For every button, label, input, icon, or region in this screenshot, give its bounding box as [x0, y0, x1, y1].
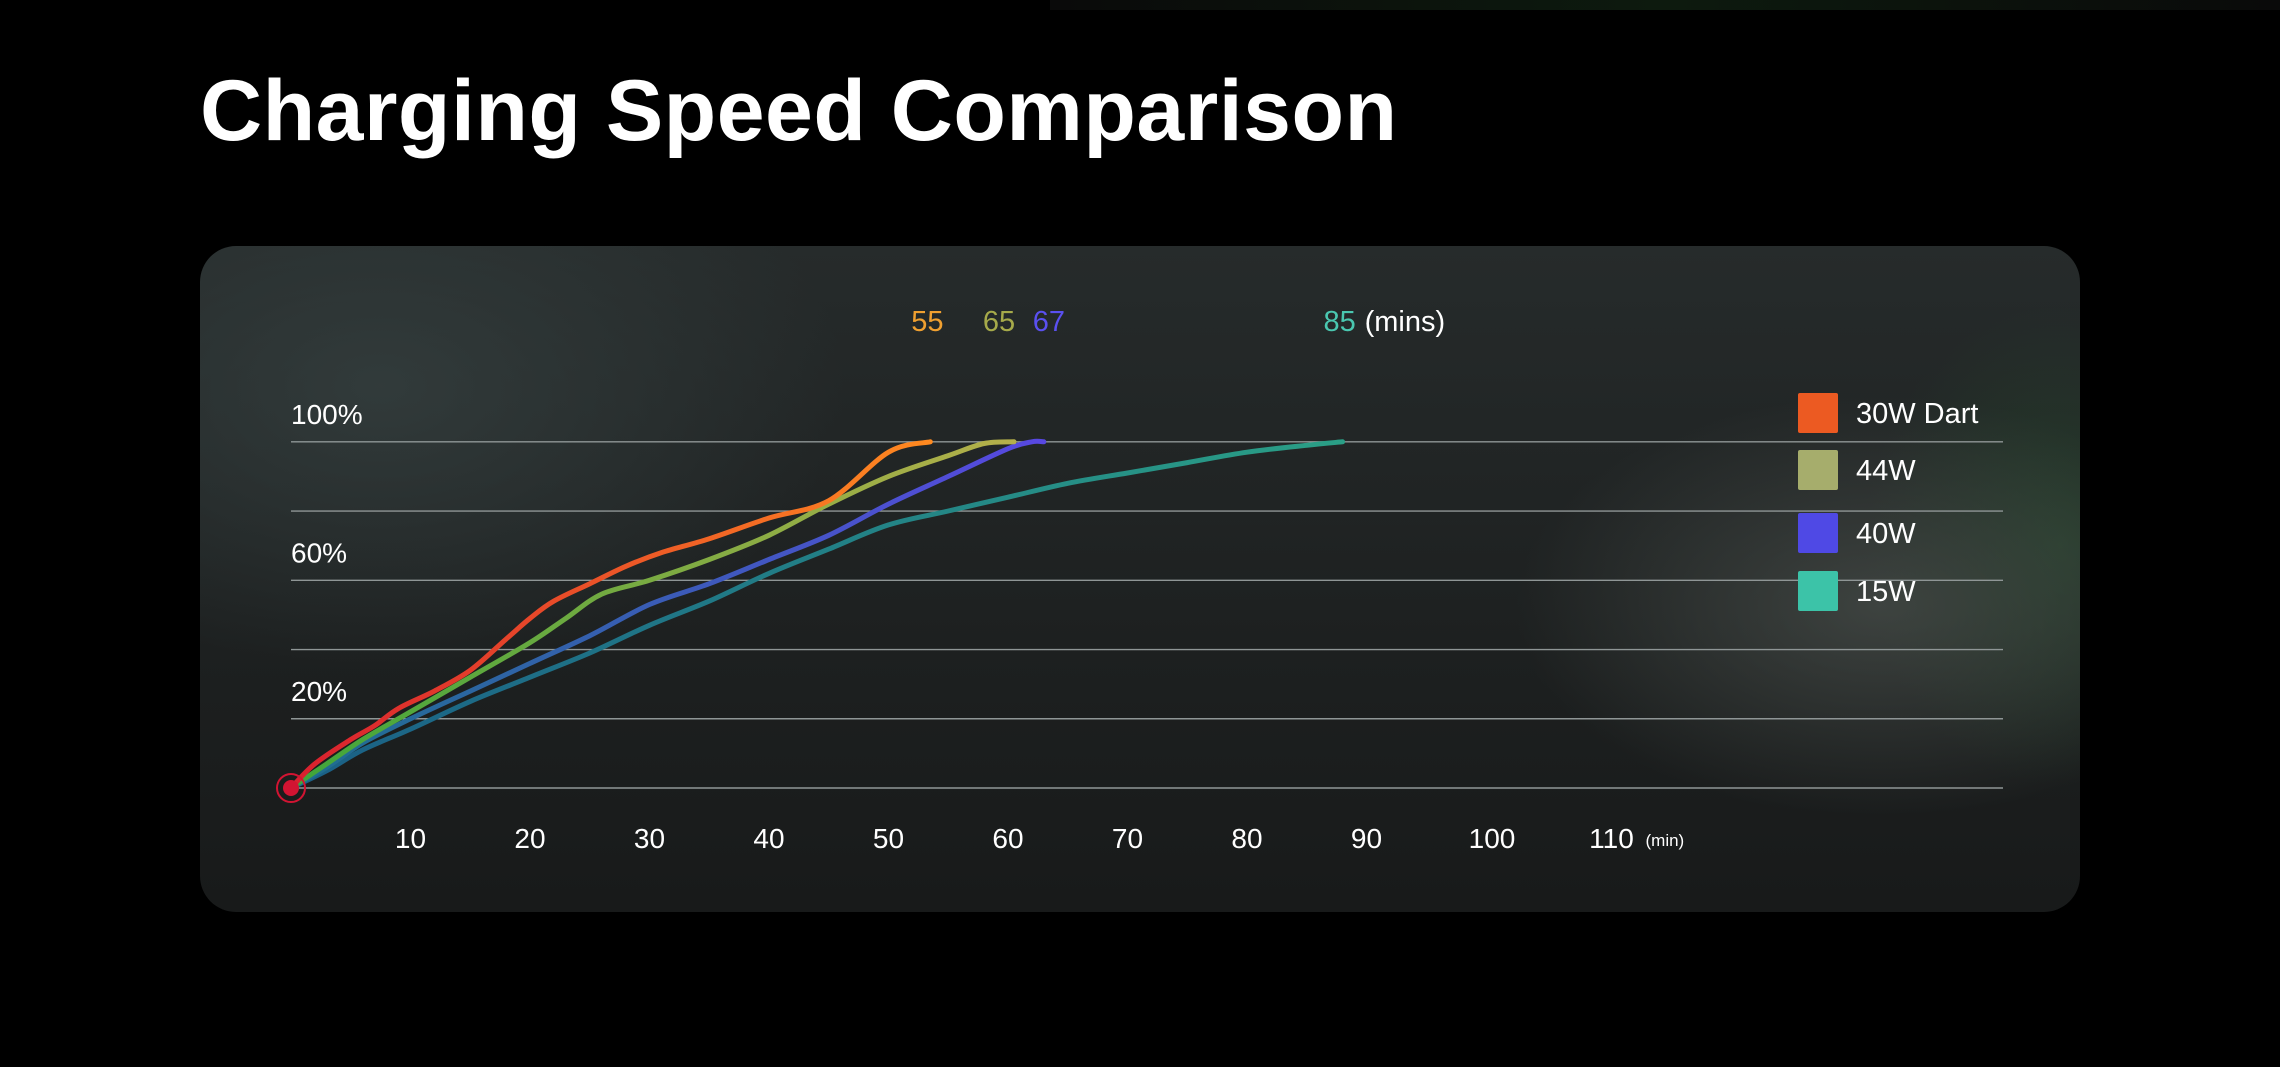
origin-dot: [283, 780, 299, 796]
legend-item: 44W: [1798, 450, 1916, 490]
series-line-15w: [288, 439, 1346, 791]
page-title: Charging Speed Comparison: [200, 63, 1398, 159]
x-tick-label: 100: [1469, 823, 1516, 854]
charging-line-chart: 20% 60% 100% 10 20 30 40 50 60 70 80 90 100 110 (min)…: [276, 306, 2003, 854]
y-axis-ticks: 20% 60% 100%: [291, 399, 363, 707]
legend-label: 30W Dart: [1856, 398, 1978, 430]
y-tick-label: 100%: [291, 399, 363, 430]
top-edge-strip: [1050, 0, 2280, 10]
end-time-labels: 55 65 67 85 (mins): [911, 306, 1445, 338]
legend-label: 44W: [1856, 455, 1916, 487]
x-tick-label: 50: [873, 823, 904, 854]
end-time-unit: (mins): [1365, 306, 1446, 338]
legend-item: 15W: [1798, 571, 1916, 611]
x-tick-label: 40: [753, 823, 784, 854]
x-axis-unit: (min): [1646, 831, 1685, 850]
end-time-label: 85: [1323, 306, 1355, 338]
end-time-label: 67: [1033, 306, 1065, 338]
x-tick-label: 10: [395, 823, 426, 854]
x-tick-label: 70: [1112, 823, 1143, 854]
end-time-label: 65: [983, 306, 1015, 338]
chart-card: 20% 60% 100% 10 20 30 40 50 60 70 80 90 100 110 (min)…: [200, 246, 2080, 912]
origin-marker: [276, 773, 306, 803]
series-line-44w: [288, 439, 1017, 791]
legend-swatch: [1798, 450, 1838, 490]
x-tick-label: 60: [992, 823, 1023, 854]
legend-label: 40W: [1856, 518, 1916, 550]
x-tick-label: 20: [514, 823, 545, 854]
x-axis-ticks: 10 20 30 40 50 60 70 80 90 100 110 (min): [395, 823, 1684, 854]
x-tick-label: 110: [1589, 823, 1634, 854]
y-tick-label: 20%: [291, 676, 347, 707]
series-line-40w: [288, 438, 1047, 791]
grid-lines: [291, 441, 2003, 789]
legend-item: 40W: [1798, 513, 1916, 553]
legend-swatch: [1798, 571, 1838, 611]
end-time-label: 55: [911, 306, 943, 338]
x-tick-label: 80: [1231, 823, 1262, 854]
legend: 30W Dart 44W 40W 15W: [1798, 393, 1978, 611]
x-tick-label: 90: [1351, 823, 1382, 854]
legend-label: 15W: [1856, 576, 1916, 608]
legend-item: 30W Dart: [1798, 393, 1978, 433]
series-lines: [288, 438, 1346, 791]
y-tick-label: 60%: [291, 537, 347, 568]
series-line-30w-dart: [288, 439, 933, 791]
x-tick-label: 30: [634, 823, 665, 854]
origin-ring: [276, 773, 306, 803]
legend-swatch: [1798, 513, 1838, 553]
legend-swatch: [1798, 393, 1838, 433]
